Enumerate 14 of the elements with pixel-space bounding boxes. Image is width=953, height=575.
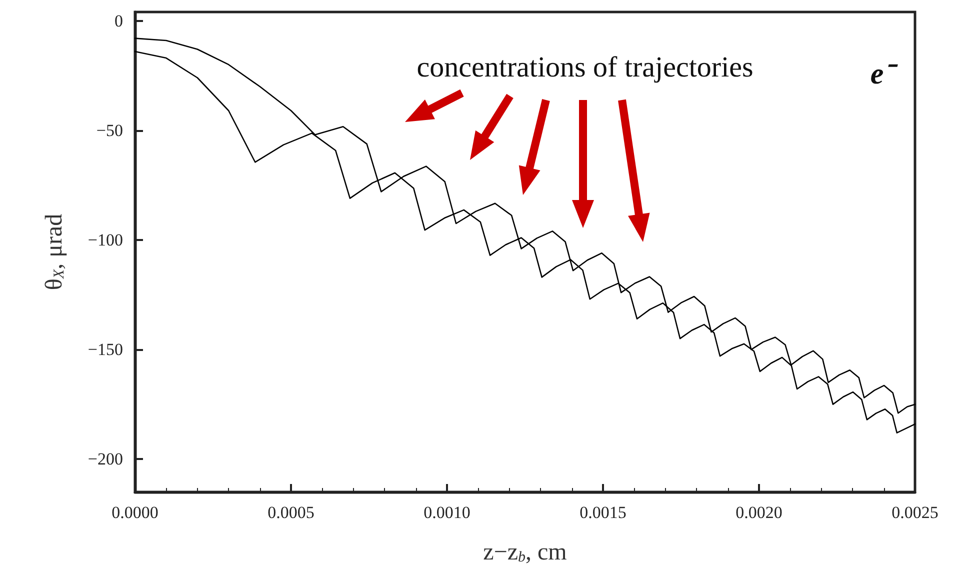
x-tick-label: 0.0020 <box>736 503 782 522</box>
annotation: concentrations of trajectories <box>416 52 754 84</box>
x-tick-label: 0.0015 <box>580 503 626 522</box>
x-tick-label: 0.0010 <box>424 503 470 522</box>
y-tick-label: −150 <box>88 340 123 360</box>
x-tick-label: 0.0025 <box>892 503 938 522</box>
y-axis-title: θX, μrad <box>42 214 68 290</box>
y-tick-label: −100 <box>88 230 123 250</box>
x-axis-title: z−zb, cm <box>483 540 568 566</box>
x-tick-label: 0.0000 <box>112 503 158 522</box>
y-tick-label: −200 <box>88 450 123 469</box>
y-tick-label: 0 <box>114 11 123 30</box>
y-tick-label: −50 <box>96 120 123 140</box>
x-tick-label: 0.0005 <box>268 503 314 522</box>
